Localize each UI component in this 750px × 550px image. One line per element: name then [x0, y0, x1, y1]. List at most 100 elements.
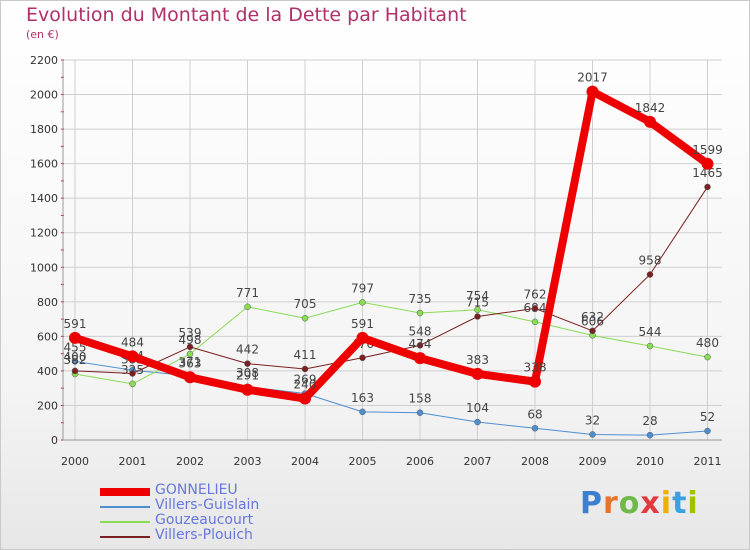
data-point [184, 371, 196, 384]
data-label: 754 [466, 289, 489, 303]
data-point [474, 418, 481, 426]
data-point [71, 367, 79, 375]
data-label: 68 [527, 407, 542, 421]
data-label: 338 [524, 361, 547, 375]
data-point [186, 343, 194, 351]
data-label: 1599 [692, 143, 723, 157]
data-point [416, 409, 424, 416]
data-label: 705 [294, 297, 317, 311]
y-tick-label: 2000 [30, 89, 58, 102]
data-label: 28 [642, 414, 657, 428]
data-label: 240 [294, 378, 317, 392]
series-villers-guislain: 45540437130826916315810468322852 [64, 340, 715, 439]
data-point [299, 392, 311, 405]
logo-letter: o [618, 486, 641, 521]
x-tick-label: 2000 [61, 455, 89, 468]
data-label: 591 [64, 317, 87, 331]
logo-letter: P [580, 486, 603, 521]
data-point [646, 342, 654, 350]
data-label: 474 [409, 337, 432, 351]
y-tick-label: 2200 [30, 54, 58, 67]
data-point [531, 305, 539, 312]
data-point [644, 115, 656, 128]
data-label: 797 [351, 281, 374, 295]
data-point [301, 314, 309, 322]
legend-label: GONNELIEU [155, 482, 238, 498]
x-tick-label: 2010 [636, 455, 664, 468]
data-point [126, 350, 139, 363]
data-point [474, 313, 481, 320]
data-point [589, 327, 596, 335]
data-point [244, 303, 251, 311]
data-point [129, 380, 136, 388]
data-label: 442 [236, 343, 259, 357]
data-point [704, 353, 711, 361]
data-label: 498 [179, 333, 202, 347]
y-tick-label: 0 [51, 434, 58, 447]
data-label: 2017 [577, 71, 608, 85]
legend-swatch [100, 536, 150, 538]
y-tick-label: 1200 [30, 227, 58, 240]
x-tick-label: 2008 [521, 455, 549, 468]
data-label: 539 [179, 326, 202, 340]
data-label: 762 [524, 287, 547, 301]
data-point [704, 427, 711, 435]
data-point [69, 331, 81, 344]
data-label: 480 [696, 336, 719, 350]
logo-letter: r [603, 486, 619, 521]
proxiti-logo: Proxiti [580, 486, 699, 521]
data-point [646, 431, 654, 439]
x-tick-label: 2007 [464, 455, 492, 468]
data-label: 1465 [692, 166, 723, 180]
data-point [701, 157, 714, 170]
legend-label: Gouzeaucourt [155, 512, 254, 528]
chart-title: Evolution du Montant de la Dette par Hab… [26, 4, 467, 26]
data-point [359, 299, 366, 306]
series-gonnelieu: 591 484 363 291 240 591 474 383 338 2017 1842 1599 [64, 71, 723, 405]
chart-subtitle: (en €) [26, 28, 59, 41]
data-point [129, 370, 136, 377]
data-label: 958 [639, 254, 662, 268]
x-tick-label: 2004 [291, 455, 319, 468]
series-line [71, 87, 712, 403]
data-label: 382 [64, 353, 87, 367]
y-tick-label: 1000 [30, 261, 58, 274]
data-label: 771 [236, 286, 259, 300]
data-label: 104 [466, 401, 489, 415]
data-point [359, 354, 366, 362]
logo-letter: t [672, 486, 688, 521]
data-point [416, 342, 424, 349]
data-label: 400 [64, 350, 87, 364]
data-point [416, 309, 424, 317]
data-point [301, 365, 309, 373]
y-tick-label: 600 [37, 330, 58, 343]
data-point [589, 431, 596, 438]
y-tick-label: 1400 [30, 192, 58, 205]
legend-swatch [100, 488, 150, 496]
series-line [74, 301, 708, 385]
x-tick-label: 2005 [349, 455, 377, 468]
data-point [531, 318, 539, 326]
x-tick-label: 2003 [234, 455, 262, 468]
data-label: 591 [351, 317, 374, 331]
data-label: 632 [581, 310, 604, 324]
data-label: 544 [639, 325, 662, 339]
data-label: 269 [294, 373, 317, 387]
data-point [186, 350, 194, 358]
data-point [356, 331, 369, 344]
logo-letter: i [660, 486, 673, 521]
logo-letter: i [687, 486, 699, 521]
x-tick-label: 2006 [406, 455, 434, 468]
x-tick-label: 2011 [694, 455, 722, 468]
legend-swatch [100, 506, 150, 508]
data-point [244, 360, 251, 367]
data-label: 371 [179, 355, 202, 369]
data-point [646, 271, 654, 278]
data-label: 52 [700, 410, 715, 424]
y-tick-label: 200 [37, 399, 58, 412]
y-tick-label: 1600 [30, 158, 58, 171]
legend-label: Villers-Plouich [155, 527, 253, 543]
legend-swatch [100, 521, 150, 523]
